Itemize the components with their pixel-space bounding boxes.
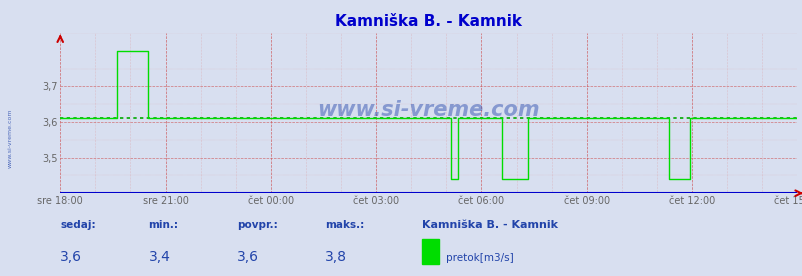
Text: pretok[m3/s]: pretok[m3/s] [445, 253, 512, 263]
Text: maks.:: maks.: [325, 220, 364, 230]
Text: 3,6: 3,6 [237, 250, 258, 264]
Text: 3,6: 3,6 [60, 250, 82, 264]
Text: 3,4: 3,4 [148, 250, 170, 264]
Title: Kamniška B. - Kamnik: Kamniška B. - Kamnik [335, 14, 521, 29]
Text: Kamniška B. - Kamnik: Kamniška B. - Kamnik [421, 220, 557, 230]
Text: min.:: min.: [148, 220, 178, 230]
Text: sedaj:: sedaj: [60, 220, 95, 230]
Text: www.si-vreme.com: www.si-vreme.com [317, 100, 540, 120]
Text: www.si-vreme.com: www.si-vreme.com [8, 108, 13, 168]
Text: 3,8: 3,8 [325, 250, 346, 264]
Text: povpr.:: povpr.: [237, 220, 277, 230]
